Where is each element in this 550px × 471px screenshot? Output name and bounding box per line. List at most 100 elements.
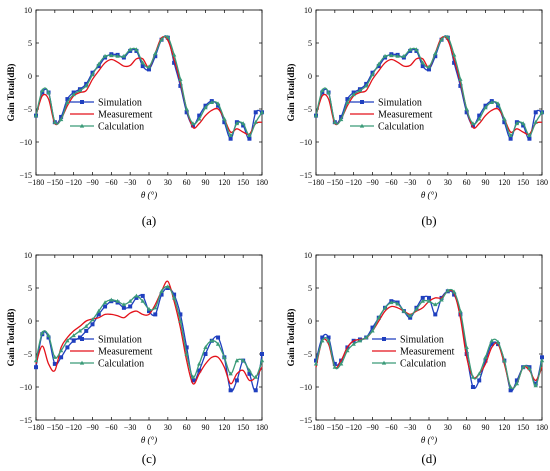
x-tick-label: 0 bbox=[427, 423, 431, 432]
data-point-calculation bbox=[127, 298, 133, 303]
data-point-calculation bbox=[514, 381, 520, 386]
data-point-calculation bbox=[458, 77, 463, 81]
data-point-calculation bbox=[46, 90, 51, 95]
y-tick-label: 5 bbox=[308, 284, 312, 293]
data-point-calculation bbox=[345, 348, 350, 353]
data-point-calculation bbox=[445, 34, 451, 39]
data-point-simulation bbox=[96, 312, 101, 317]
y-tick-label: 10 bbox=[304, 6, 312, 15]
data-point-calculation bbox=[52, 355, 58, 359]
y-tick-label: 0 bbox=[28, 72, 32, 81]
data-point-calculation bbox=[351, 92, 356, 97]
data-point-calculation bbox=[470, 121, 476, 126]
data-point-calculation bbox=[77, 88, 83, 93]
series-calculation bbox=[313, 288, 545, 390]
data-point-calculation bbox=[259, 110, 265, 114]
data-point-calculation bbox=[253, 374, 258, 379]
y-tick-label: −5 bbox=[303, 350, 312, 359]
data-point-calculation bbox=[259, 358, 265, 363]
data-point-simulation bbox=[140, 64, 145, 69]
data-point-calculation bbox=[483, 355, 488, 359]
data-point-calculation bbox=[395, 301, 400, 306]
y-tick-label: 0 bbox=[308, 72, 312, 81]
x-tick-label: −120 bbox=[345, 178, 362, 187]
data-point-simulation bbox=[147, 309, 151, 314]
legend-label-calculation: Calculation bbox=[98, 122, 144, 133]
data-point-calculation bbox=[159, 37, 164, 42]
data-point-calculation bbox=[451, 52, 457, 57]
data-point-calculation bbox=[502, 116, 507, 121]
data-point-simulation bbox=[65, 97, 70, 102]
data-point-calculation bbox=[215, 101, 221, 106]
y-tick-label: −10 bbox=[19, 383, 32, 392]
data-point-calculation bbox=[332, 119, 338, 124]
y-tick-label: −10 bbox=[19, 138, 32, 147]
data-point-simulation bbox=[521, 123, 526, 128]
data-point-calculation bbox=[364, 83, 369, 88]
data-point-calculation bbox=[190, 121, 196, 126]
y-tick-label: −5 bbox=[303, 105, 312, 114]
data-point-calculation bbox=[401, 308, 407, 313]
data-point-simulation bbox=[84, 328, 89, 333]
data-point-calculation bbox=[197, 361, 202, 366]
data-point-simulation bbox=[121, 305, 126, 310]
data-point-calculation bbox=[426, 298, 432, 303]
series-calculation bbox=[33, 284, 265, 379]
x-tick-label: −180 bbox=[28, 178, 45, 187]
data-point-calculation bbox=[58, 117, 64, 122]
data-point-calculation bbox=[539, 110, 545, 114]
data-point-simulation bbox=[178, 83, 183, 88]
chart-panel-c: −180 −150 −120 −90 −60 −30 0 30 60 90 120 150 180−15… bbox=[6, 251, 268, 466]
data-point-calculation bbox=[165, 284, 171, 289]
data-point-simulation bbox=[65, 345, 70, 350]
data-point-calculation bbox=[520, 121, 526, 126]
data-point-calculation bbox=[228, 133, 233, 137]
x-tick-label: −150 bbox=[327, 178, 344, 187]
data-point-simulation bbox=[140, 293, 145, 298]
series-measurement bbox=[35, 280, 263, 385]
x-tick-label: 150 bbox=[237, 178, 249, 187]
y-tick-label: −10 bbox=[299, 383, 312, 392]
data-point-simulation bbox=[253, 388, 258, 393]
data-point-simulation bbox=[533, 110, 538, 115]
data-point-calculation bbox=[389, 53, 394, 58]
data-point-calculation bbox=[134, 47, 139, 52]
data-point-simulation bbox=[59, 355, 64, 360]
data-point-simulation bbox=[527, 136, 532, 141]
data-point-calculation bbox=[115, 298, 120, 303]
x-tick-label: −150 bbox=[327, 423, 344, 432]
x-tick-label: 180 bbox=[256, 178, 268, 187]
data-point-calculation bbox=[439, 37, 444, 42]
series-line-calculation bbox=[35, 35, 263, 137]
data-point-calculation bbox=[508, 384, 513, 389]
series-line-calculation bbox=[35, 285, 263, 379]
data-point-simulation bbox=[477, 378, 482, 383]
data-point-calculation bbox=[439, 297, 444, 302]
data-point-simulation bbox=[77, 335, 82, 340]
data-point-calculation bbox=[127, 47, 133, 52]
x-tick-label: 120 bbox=[498, 423, 510, 432]
data-point-simulation bbox=[477, 113, 482, 118]
data-point-calculation bbox=[140, 298, 145, 303]
data-point-simulation bbox=[34, 365, 38, 370]
x-tick-label: 0 bbox=[147, 178, 151, 187]
data-point-calculation bbox=[178, 318, 183, 323]
data-point-simulation bbox=[159, 292, 164, 297]
legend-label-measurement: Measurement bbox=[98, 347, 153, 358]
data-point-calculation bbox=[33, 358, 39, 363]
data-point-calculation bbox=[426, 64, 432, 69]
data-point-simulation bbox=[197, 113, 202, 118]
data-point-calculation bbox=[40, 88, 45, 93]
data-point-simulation bbox=[228, 136, 233, 141]
data-point-calculation bbox=[357, 88, 363, 93]
data-point-calculation bbox=[407, 47, 413, 52]
data-point-calculation bbox=[159, 289, 164, 293]
data-point-calculation bbox=[451, 289, 457, 294]
data-point-calculation bbox=[178, 77, 183, 81]
y-tick-label: 10 bbox=[24, 251, 32, 260]
x-tick-label: −60 bbox=[385, 423, 398, 432]
data-point-calculation bbox=[146, 64, 152, 69]
data-point-calculation bbox=[253, 119, 258, 124]
